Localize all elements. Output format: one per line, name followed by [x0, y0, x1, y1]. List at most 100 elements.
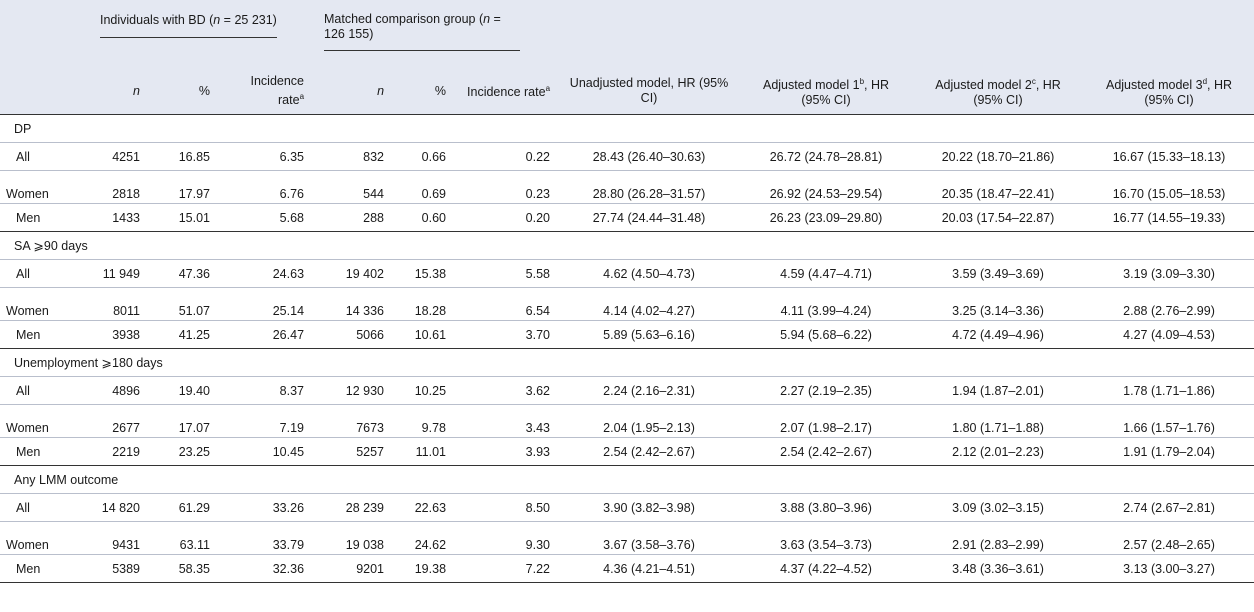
row-label: Men [0, 320, 88, 349]
col-ir-cmp: Incidence ratea [467, 84, 551, 100]
table-cell: 2.91 (2.83–2.99) [912, 521, 1085, 555]
table-cell: 5.94 (5.68–6.22) [740, 320, 913, 349]
table-cell: 6.76 [218, 170, 313, 204]
table-cell: 0.60 [392, 203, 455, 232]
table-cell: 16.70 (15.05–18.53) [1084, 170, 1254, 204]
table-cell: 19 038 [312, 521, 393, 555]
section-title: SA ⩾90 days [0, 231, 1254, 260]
table-cell: 5257 [312, 437, 393, 466]
table-cell: 4251 [88, 142, 148, 171]
section-header-row: Unemployment ⩾180 days [0, 348, 1254, 377]
table-cell: 33.79 [218, 521, 313, 555]
row-label: All [0, 259, 88, 288]
table-cell: 2.74 (2.67–2.81) [1084, 493, 1254, 522]
table-cell: 3.59 (3.49–3.69) [912, 259, 1085, 288]
row-label: All [0, 493, 88, 522]
table-body: DP All 4251 16.85 6.35 832 0.66 0.22 28.43 (26.4… [0, 115, 1254, 583]
table-cell: 3.19 (3.09–3.30) [1084, 259, 1254, 288]
table-cell: 3.93 [454, 437, 559, 466]
table-cell: 18.28 [392, 287, 455, 321]
col-unadjusted: Unadjusted model, HR (95% CI) [569, 76, 729, 105]
table-cell: 3.25 (3.14–3.36) [912, 287, 1085, 321]
table-cell: 2.54 (2.42–2.67) [558, 437, 741, 466]
table-cell: 6.35 [218, 142, 313, 171]
table-cell: 3.63 (3.54–3.73) [740, 521, 913, 555]
header-column-row: n % Incidence ratea n % Incidence ratea … [0, 68, 1254, 115]
table-row: All 4896 19.40 8.37 12 930 10.25 3.62 2.24 (2.1… [0, 376, 1254, 405]
row-label: Women [0, 404, 88, 438]
section-header-row: Any LMM outcome [0, 465, 1254, 494]
table-cell: 19.40 [148, 376, 218, 405]
table-cell: 16.67 (15.33–18.13) [1084, 142, 1254, 171]
group-comparison-header: Matched comparison group (n = 126 155) [312, 0, 558, 68]
table-cell: 10.61 [392, 320, 455, 349]
col-ir-bd: Incidence ratea [250, 73, 305, 108]
table-cell: 2677 [88, 404, 148, 438]
table-cell: 5.68 [218, 203, 313, 232]
table-cell: 61.29 [148, 493, 218, 522]
table-cell: 4.59 (4.47–4.71) [740, 259, 913, 288]
table-cell: 16.77 (14.55–19.33) [1084, 203, 1254, 232]
table-cell: 0.66 [392, 142, 455, 171]
table-row: Women 8011 51.07 25.14 14 336 18.28 6.54 4.14 (… [0, 287, 1254, 321]
table-cell: 3.09 (3.02–3.15) [912, 493, 1085, 522]
table-cell: 0.22 [454, 142, 559, 171]
col-adjusted-1: Adjusted model 1b, HR (95% CI) [762, 76, 890, 108]
table-cell: 2818 [88, 170, 148, 204]
table-cell: 24.63 [218, 259, 313, 288]
table-cell: 17.07 [148, 404, 218, 438]
section-header-row: DP [0, 115, 1254, 143]
table-cell: 17.97 [148, 170, 218, 204]
table-cell: 10.45 [218, 437, 313, 466]
table-cell: 2.12 (2.01–2.23) [912, 437, 1085, 466]
section-title: Any LMM outcome [0, 465, 1254, 494]
table-cell: 15.38 [392, 259, 455, 288]
table-cell: 11 949 [88, 259, 148, 288]
table-cell: 2.57 (2.48–2.65) [1084, 521, 1254, 555]
row-label: All [0, 142, 88, 171]
table-cell: 27.74 (24.44–31.48) [558, 203, 741, 232]
section-header-row: SA ⩾90 days [0, 231, 1254, 260]
table-cell: 9.30 [454, 521, 559, 555]
table-cell: 7.19 [218, 404, 313, 438]
table-cell: 26.92 (24.53–29.54) [740, 170, 913, 204]
table-cell: 832 [312, 142, 393, 171]
table-cell: 2219 [88, 437, 148, 466]
table-cell: 4.11 (3.99–4.24) [740, 287, 913, 321]
table-cell: 7.22 [454, 554, 559, 583]
row-label: Men [0, 437, 88, 466]
table-cell: 28.43 (26.40–30.63) [558, 142, 741, 171]
table-cell: 15.01 [148, 203, 218, 232]
table-cell: 5.58 [454, 259, 559, 288]
table-cell: 1.66 (1.57–1.76) [1084, 404, 1254, 438]
table-cell: 4.72 (4.49–4.96) [912, 320, 1085, 349]
table-cell: 2.24 (2.16–2.31) [558, 376, 741, 405]
col-pct-cmp: % [434, 84, 447, 98]
table-cell: 7673 [312, 404, 393, 438]
table-cell: 3.48 (3.36–3.61) [912, 554, 1085, 583]
table-cell: 24.62 [392, 521, 455, 555]
table-cell: 9431 [88, 521, 148, 555]
table-cell: 5389 [88, 554, 148, 583]
table-cell: 20.03 (17.54–22.87) [912, 203, 1085, 232]
table-cell: 58.35 [148, 554, 218, 583]
table-cell: 4.27 (4.09–4.53) [1084, 320, 1254, 349]
section-title: DP [14, 121, 32, 136]
section-title: Unemployment ⩾180 days [0, 348, 1254, 377]
table-cell: 11.01 [392, 437, 455, 466]
col-pct-bd: % [198, 84, 210, 98]
table-cell: 3.88 (3.80–3.96) [740, 493, 913, 522]
table-cell: 3.43 [454, 404, 559, 438]
table-cell: 1.94 (1.87–2.01) [912, 376, 1085, 405]
table-cell: 41.25 [148, 320, 218, 349]
table-row: All 4251 16.85 6.35 832 0.66 0.22 28.43 (26.40–… [0, 142, 1254, 171]
row-label: Women [0, 521, 88, 555]
table-cell: 14 336 [312, 287, 393, 321]
table-cell: 2.07 (1.98–2.17) [740, 404, 913, 438]
table-cell: 288 [312, 203, 393, 232]
table-cell: 4896 [88, 376, 148, 405]
table-cell: 33.26 [218, 493, 313, 522]
table-cell: 19.38 [392, 554, 455, 583]
table-cell: 28.80 (26.28–31.57) [558, 170, 741, 204]
table-row: Women 2818 17.97 6.76 544 0.69 0.23 28.80 (26.2… [0, 170, 1254, 204]
